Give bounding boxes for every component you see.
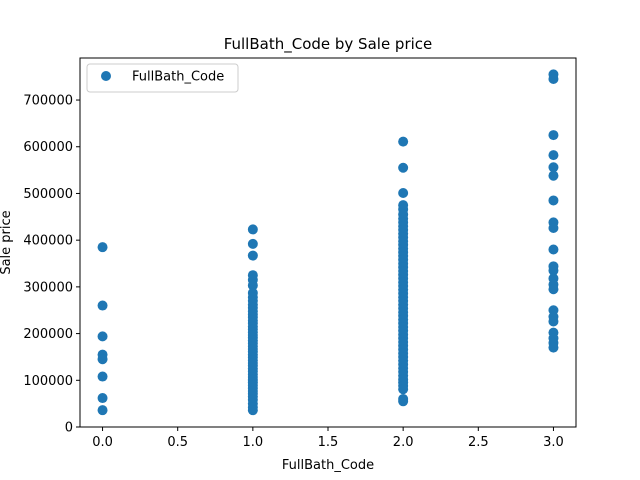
data-point [247, 280, 258, 291]
data-point [548, 265, 559, 276]
data-point [548, 150, 559, 161]
data-point [398, 136, 409, 147]
y-axis-label: Sale price [0, 210, 14, 274]
y-tick-label: 300000 [23, 280, 73, 295]
y-tick-label: 400000 [23, 234, 73, 249]
x-tick-label: 3.0 [543, 435, 564, 450]
x-tick-label: 1.5 [318, 435, 339, 450]
data-point [548, 195, 559, 206]
data-point [97, 242, 108, 253]
data-point [398, 396, 409, 407]
x-tick-label: 0.5 [167, 435, 188, 450]
legend: FullBath_Code [86, 63, 239, 93]
data-point [548, 170, 559, 181]
legend-marker [101, 71, 111, 81]
legend-label: FullBath_Code [132, 70, 224, 85]
y-tick-label: 700000 [23, 94, 73, 109]
x-axis-ticks: 0.0 0.5 1.0 1.5 2.0 2.5 3.0 [92, 427, 564, 450]
data-point [548, 223, 559, 234]
data-point [548, 316, 559, 327]
data-point [398, 384, 409, 395]
data-point [97, 300, 108, 311]
x-tick-label: 2.5 [468, 435, 489, 450]
data-point [97, 393, 108, 404]
legend-box [86, 63, 239, 93]
data-point [97, 354, 108, 365]
y-tick-label: 100000 [23, 374, 73, 389]
data-point [247, 250, 258, 261]
x-tick-label: 1.0 [243, 435, 264, 450]
y-tick-label: 200000 [23, 327, 73, 342]
data-point [548, 244, 559, 255]
y-tick-label: 0 [65, 421, 73, 436]
x-tick-label: 2.0 [393, 435, 414, 450]
y-tick-label: 600000 [23, 140, 73, 155]
data-point [97, 371, 108, 382]
data-point [398, 162, 409, 173]
data-point [247, 405, 258, 416]
data-point [247, 238, 258, 249]
data-point [97, 331, 108, 342]
data-point [548, 162, 559, 173]
data-point [548, 342, 559, 353]
data-point [398, 187, 409, 198]
points-layer [97, 69, 559, 416]
x-axis-label: FullBath_Code [282, 458, 374, 473]
data-point [97, 405, 108, 416]
data-point [548, 74, 559, 85]
y-tick-label: 500000 [23, 187, 73, 202]
y-axis-ticks: 0 100000 200000 300000 400000 500000 600000 700… [23, 94, 80, 436]
chart-title: FullBath_Code by Sale price [224, 35, 433, 54]
data-point [548, 130, 559, 141]
x-tick-label: 0.0 [92, 435, 113, 450]
data-point [548, 284, 559, 295]
data-point [247, 224, 258, 235]
